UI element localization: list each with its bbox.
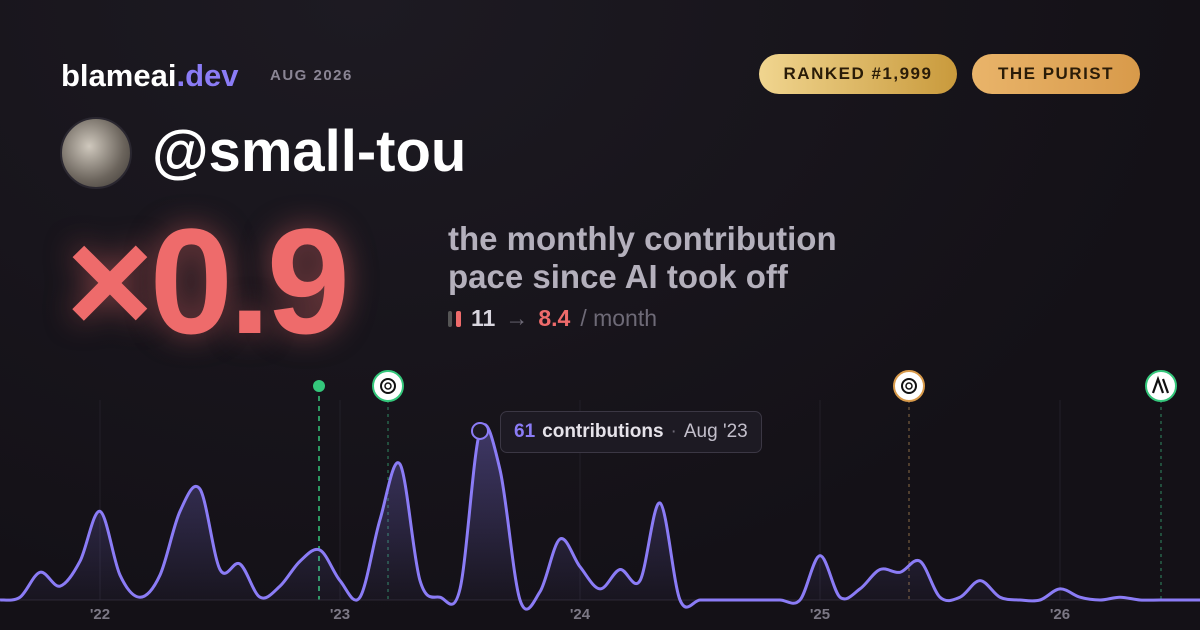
event-dot [313,380,325,392]
period: AUG 2026 [270,67,353,84]
tooltip-unit: contributions [542,421,664,442]
rank-badge: RANKED #1,999 [759,54,957,94]
avatar [60,117,132,189]
bar-icon [448,310,452,327]
x-tick-label: '22 [90,606,110,623]
multiplier: ×0.9 [66,197,350,365]
openai-icon [893,370,925,402]
pace-arrow: → [505,305,529,331]
openai-icon [372,370,404,402]
tooltip: 61 contributions · Aug '23 [500,411,762,453]
brand: blameai.dev [61,58,238,94]
description-line: the monthly contribution [448,220,837,257]
brand-tld: .dev [176,58,239,93]
line [0,423,1200,611]
pace: 11 → 8.4 / month [448,305,657,332]
pace-unit: / month [580,305,658,331]
description: the monthly contribution pace since AI to… [448,220,837,296]
persona-badge: THE PURIST [972,54,1140,94]
pace-after: 8.4 [538,305,571,331]
description-line: pace since AI took off [448,258,788,295]
tooltip-value: 61 [514,421,536,442]
x-tick-label: '26 [1050,606,1070,623]
tooltip-date: Aug '23 [683,421,748,442]
username: @small-tou [152,119,467,184]
highlight-point [471,421,489,440]
anthropic-icon [1145,370,1177,402]
brand-name: blameai [61,58,177,93]
tooltip-separator: · [670,421,677,442]
pace-before: 11 [471,305,496,331]
bar-icon [456,310,461,327]
x-tick-label: '23 [330,606,350,623]
x-tick-label: '25 [810,606,830,623]
x-tick-label: '24 [570,606,591,623]
